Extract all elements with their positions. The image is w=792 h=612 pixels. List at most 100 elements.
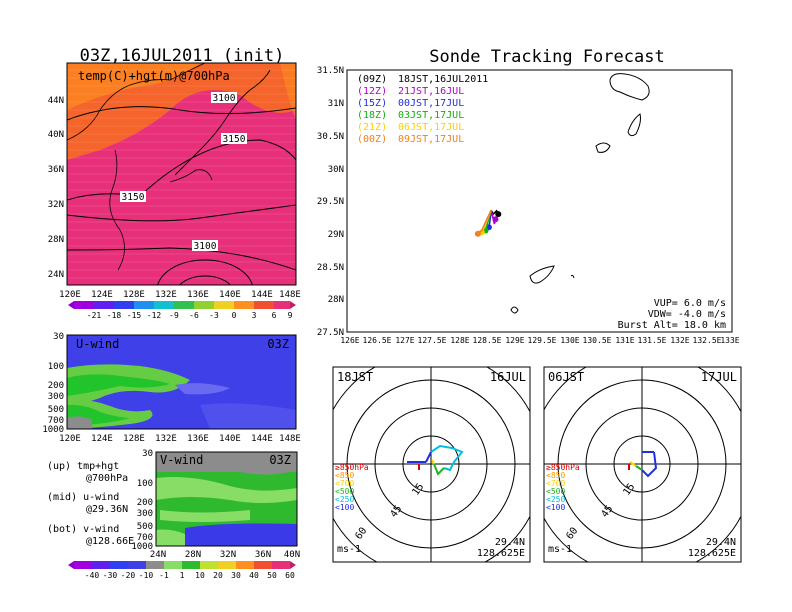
pres-tick: 30 <box>142 449 153 459</box>
lat-tick: 32N <box>48 200 64 210</box>
pressure-legend: ≥850hPa <850 <700 <500 <250 <100 <box>335 463 369 512</box>
colorbar-tick: -12 <box>147 311 162 320</box>
pressure-legend-item: <100 <box>546 503 565 512</box>
caption-line: @29.36N <box>86 504 128 515</box>
hodograph-date: 16JUL <box>490 370 526 384</box>
legend-utc: (15Z) <box>357 98 387 109</box>
hodograph-lon: 128.625E <box>477 548 525 559</box>
lon-tick: 128E <box>450 336 469 345</box>
lon-tick: 132E <box>155 290 177 300</box>
lat-tick: 29.5N <box>317 197 344 207</box>
lat-tick: 28N <box>185 550 201 560</box>
hodograph-time: 18JST <box>337 370 373 384</box>
pressure-legend-item: <100 <box>335 503 354 512</box>
caption-line: (mid) u-wind <box>47 492 119 503</box>
caption-line: @128.66E <box>86 536 134 547</box>
colorbar-tick: -15 <box>127 311 142 320</box>
colorbar-tick: -21 <box>87 311 102 320</box>
colorbar-tick: 10 <box>195 571 205 580</box>
lon-tick: 126.5E <box>363 336 392 345</box>
panel-captions: (up) tmp+hgt @700hPa (mid) u-wind @29.36… <box>47 461 134 547</box>
legend-utc: (09Z) <box>357 74 387 85</box>
lon-tick: 127E <box>395 336 414 345</box>
contour-label: 3150 <box>223 134 246 145</box>
hodograph-trace <box>628 451 658 478</box>
lon-tick: 129.5E <box>528 336 557 345</box>
colorbar-tick: -3 <box>209 311 219 320</box>
lon-tick: 132.5E <box>693 336 722 345</box>
pres-tick: 100 <box>48 362 64 372</box>
lon-tick: 144E <box>251 434 273 444</box>
lon-tick: 131.5E <box>638 336 667 345</box>
lat-tick: 31.5N <box>317 66 344 76</box>
contour-label: 3100 <box>194 241 217 252</box>
pres-tick: 30 <box>53 332 64 342</box>
coastline-japan <box>174 69 271 176</box>
legend-jst: 03JST,17JUL <box>398 110 464 121</box>
lat-tick: 24N <box>48 270 64 280</box>
u-wind-time: 03Z <box>267 337 289 351</box>
colorbar-tick: 50 <box>267 571 277 580</box>
lat-tick: 36N <box>48 165 64 175</box>
pres-tick: 500 <box>137 522 153 532</box>
legend-jst: 18JST,16JUL2011 <box>398 74 488 85</box>
lon-tick: 128.5E <box>473 336 502 345</box>
caption-line: (bot) v-wind <box>47 524 119 535</box>
colorbar-tick: -30 <box>103 571 118 580</box>
lon-tick: 120E <box>59 290 81 300</box>
pres-tick: 200 <box>137 498 153 508</box>
pres-tick: 200 <box>48 381 64 391</box>
track-point <box>474 230 481 237</box>
u-wind-field <box>67 335 296 429</box>
track-map-frame <box>346 69 733 333</box>
island-outline <box>609 73 650 101</box>
lat-tick: 31N <box>328 99 344 109</box>
lon-tick: 120E <box>59 434 81 444</box>
pres-tick: 700 <box>48 416 64 426</box>
lon-tick: 129E <box>505 336 524 345</box>
hodograph-lat: 29.4N <box>495 537 525 548</box>
colorbar-tick: -6 <box>189 311 199 320</box>
main-map-field <box>67 63 296 285</box>
lon-tick: 140E <box>219 434 241 444</box>
lat-tick: 24N <box>150 550 166 560</box>
track-map-islands <box>510 73 650 314</box>
legend-jst: 00JST,17JUL <box>398 98 464 109</box>
colorbar-tick: 0 <box>232 311 237 320</box>
colorbar-tick: 1 <box>180 571 185 580</box>
pressure-legend-item: <250 <box>546 495 565 504</box>
lon-tick: 131E <box>615 336 634 345</box>
contour-label: 3100 <box>213 93 236 104</box>
colorbar-tick: 20 <box>213 571 223 580</box>
island-outline <box>510 306 519 314</box>
island-outline <box>570 274 575 279</box>
hodograph-lat: 29.4N <box>706 537 736 548</box>
lon-tick: 148E <box>279 290 301 300</box>
pressure-legend-item: <850 <box>335 471 354 480</box>
lat-tick: 27.5N <box>317 328 344 338</box>
colorbar-tick: -9 <box>169 311 179 320</box>
island-outline <box>627 113 641 137</box>
colorbar-tick: 6 <box>272 311 277 320</box>
track-map-title: Sonde Tracking Forecast <box>429 47 664 67</box>
legend-jst: 06JST,17JUL <box>398 122 464 133</box>
island-outline <box>529 265 555 284</box>
lat-tick: 32N <box>220 550 236 560</box>
colorbar-tick: 40 <box>249 571 259 580</box>
pressure-legend-item: <850 <box>546 471 565 480</box>
legend-utc: (00Z) <box>357 134 387 145</box>
caption-line: @700hPa <box>86 473 128 484</box>
wind-colorbar <box>68 561 296 569</box>
lat-tick: 36N <box>255 550 271 560</box>
pressure-legend-item: <250 <box>335 495 354 504</box>
contour-3150 <box>67 139 296 201</box>
pres-tick: 500 <box>48 405 64 415</box>
lon-tick: 124E <box>91 290 113 300</box>
coastline-china <box>67 63 206 141</box>
colorbar-tick: -20 <box>121 571 136 580</box>
hodograph-rings <box>333 367 530 562</box>
param-burst: Burst Alt= 18.0 km <box>618 320 726 331</box>
pressure-legend: ≥850hPa <850 <700 <500 <250 <100 <box>546 463 580 512</box>
lat-tick: 40N <box>48 130 64 140</box>
